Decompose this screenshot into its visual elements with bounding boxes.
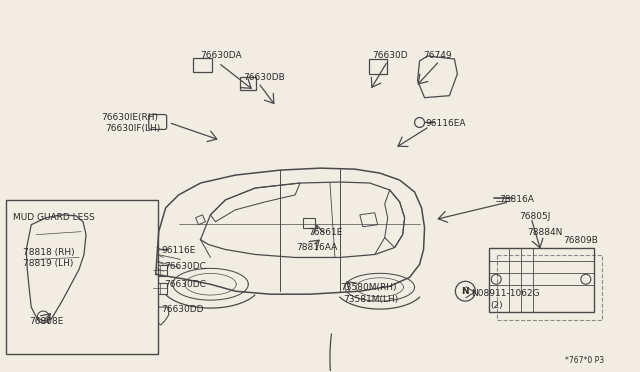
Text: 76630IF(LH): 76630IF(LH) <box>105 125 160 134</box>
Text: 76808E: 76808E <box>29 317 63 326</box>
Text: 73581M(LH): 73581M(LH) <box>343 295 398 304</box>
Text: 78816AA: 78816AA <box>296 243 337 251</box>
Text: 76630DC: 76630DC <box>164 280 207 289</box>
Bar <box>489 247 594 312</box>
Text: 76749: 76749 <box>424 51 452 60</box>
Text: MUD GUARD LESS: MUD GUARD LESS <box>13 213 95 222</box>
Text: (2): (2) <box>490 301 503 310</box>
Bar <box>193 58 212 72</box>
Text: 96116E: 96116E <box>162 246 196 254</box>
Text: 78819 (LH): 78819 (LH) <box>23 259 74 269</box>
Bar <box>6 200 157 354</box>
Bar <box>241 77 256 90</box>
Text: 76861E: 76861E <box>308 228 342 237</box>
Text: 76630DA: 76630DA <box>200 51 242 60</box>
Text: 76805J: 76805J <box>519 212 550 221</box>
Text: 76809B: 76809B <box>563 235 598 245</box>
Text: 96116EA: 96116EA <box>426 119 466 128</box>
Bar <box>153 265 166 276</box>
Text: 78816A: 78816A <box>499 195 534 204</box>
Text: N08911-1062G: N08911-1062G <box>471 289 540 298</box>
Text: 76630IE(RH): 76630IE(RH) <box>101 113 158 122</box>
Bar <box>303 218 315 228</box>
Text: 76630DB: 76630DB <box>243 73 285 82</box>
Bar <box>153 283 166 294</box>
Text: *767*0 P3: *767*0 P3 <box>565 356 604 365</box>
Text: 78884N: 78884N <box>527 228 563 237</box>
Bar <box>497 256 602 320</box>
Text: 73580M(RH): 73580M(RH) <box>340 283 396 292</box>
Text: 76630DC: 76630DC <box>164 262 207 272</box>
Text: 76630DD: 76630DD <box>162 305 204 314</box>
Text: 76630D: 76630D <box>372 51 408 60</box>
Text: N: N <box>461 287 469 296</box>
Bar <box>369 59 387 74</box>
Text: 78818 (RH): 78818 (RH) <box>23 247 75 257</box>
